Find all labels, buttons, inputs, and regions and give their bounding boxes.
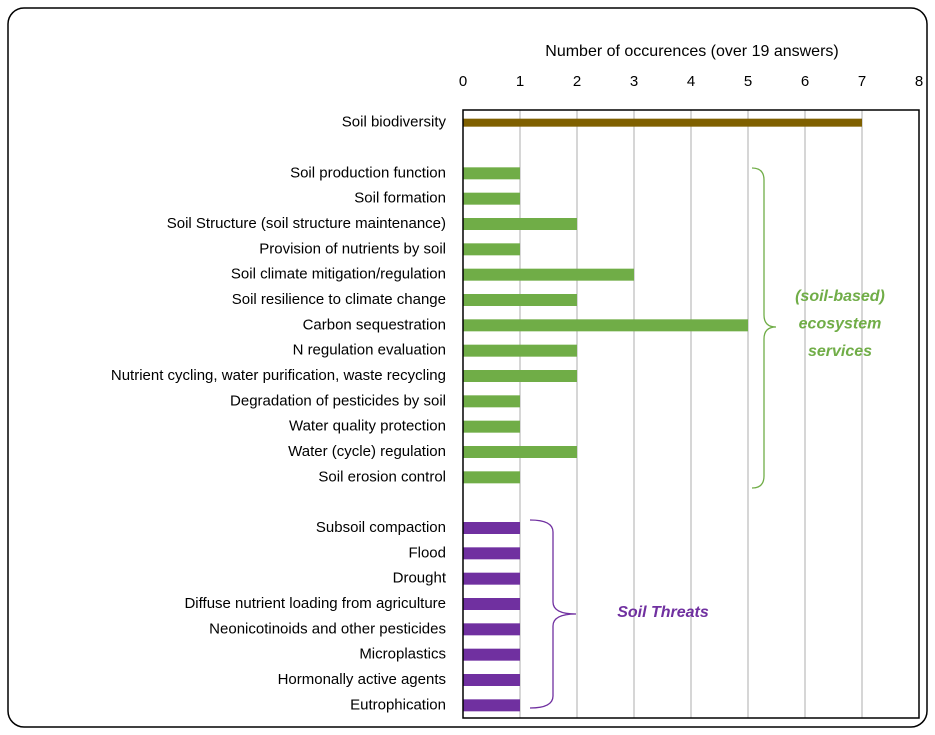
bar — [463, 522, 520, 534]
bar — [463, 344, 577, 357]
bar — [463, 268, 634, 281]
x-tick-label: 8 — [915, 73, 923, 90]
bar — [463, 446, 577, 458]
y-tick-label: Soil production function — [290, 164, 446, 181]
annotation: (soil-based) — [795, 288, 885, 305]
y-tick-label: Soil formation — [354, 190, 446, 207]
y-tick-label: Flood — [408, 544, 446, 561]
bar — [463, 623, 520, 636]
bar — [463, 319, 748, 332]
y-tick-label: Hormonally active agents — [278, 671, 446, 688]
x-tick-label: 6 — [801, 73, 809, 90]
y-tick-label: Soil erosion control — [318, 468, 446, 485]
x-tick-label: 7 — [858, 73, 866, 90]
bar — [463, 192, 520, 205]
annotation: Soil Threats — [617, 604, 709, 621]
brace — [751, 167, 777, 489]
y-tick-label: N regulation evaluation — [293, 342, 446, 359]
annotation: services — [808, 343, 872, 360]
bar — [463, 294, 577, 306]
y-tick-label: Degradation of pesticides by soil — [230, 392, 446, 409]
x-tick-label: 3 — [630, 73, 638, 90]
bar — [463, 598, 520, 610]
bar — [463, 167, 520, 180]
y-tick-label: Diffuse nutrient loading from agricultur… — [184, 595, 446, 612]
bar — [463, 572, 520, 585]
y-tick-label: Soil biodiversity — [342, 114, 447, 131]
x-tick-label: 4 — [687, 73, 695, 90]
bar — [463, 118, 862, 127]
y-tick-label: Neonicotinoids and other pesticides — [209, 620, 446, 637]
x-axis-title: Number of occurences (over 19 answers) — [545, 43, 838, 60]
y-tick-label: Drought — [393, 570, 447, 587]
x-tick-label: 0 — [459, 73, 467, 90]
bar — [463, 370, 577, 382]
bar — [463, 395, 520, 408]
y-tick-label: Soil climate mitigation/regulation — [231, 266, 446, 283]
y-tick-label: Eutrophication — [350, 696, 446, 713]
brace — [529, 519, 577, 709]
y-tick-label: Provision of nutrients by soil — [259, 240, 446, 257]
y-tick-label: Water quality protection — [289, 418, 446, 435]
bar — [463, 471, 520, 484]
bar — [463, 648, 520, 661]
bar — [463, 674, 520, 686]
bar — [463, 420, 520, 433]
bar — [463, 699, 520, 712]
bar — [463, 547, 520, 560]
y-tick-label: Microplastics — [359, 646, 446, 663]
y-tick-label: Soil resilience to climate change — [232, 291, 446, 308]
x-tick-label: 2 — [573, 73, 581, 90]
annotation: ecosystem — [799, 316, 882, 333]
frame — [7, 7, 928, 728]
y-tick-label: Soil Structure (soil structure maintenan… — [167, 215, 446, 232]
y-tick-label: Water (cycle) regulation — [288, 443, 446, 460]
y-tick-label: Subsoil compaction — [316, 519, 446, 536]
plot-border — [462, 109, 920, 719]
bar — [463, 243, 520, 256]
x-tick-label: 1 — [516, 73, 524, 90]
y-tick-label: Nutrient cycling, water purification, wa… — [111, 367, 446, 384]
y-tick-label: Carbon sequestration — [303, 316, 446, 333]
x-tick-label: 5 — [744, 73, 752, 90]
bar — [463, 218, 577, 230]
